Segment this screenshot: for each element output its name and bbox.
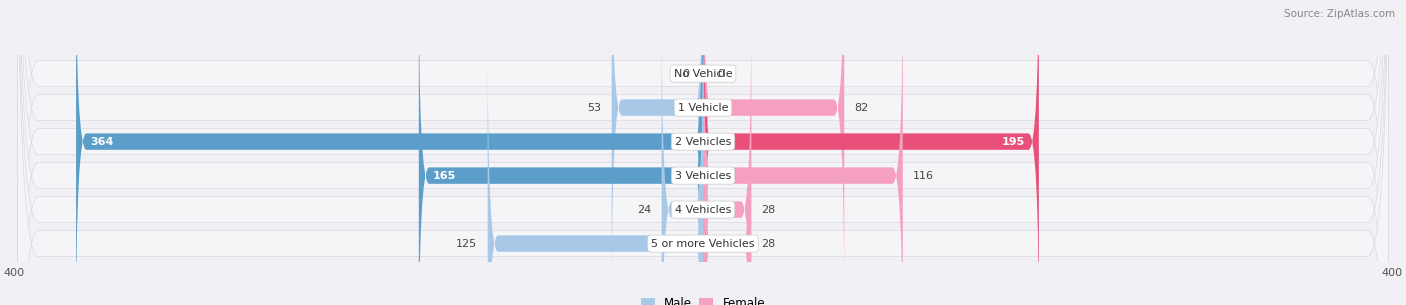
Text: 364: 364: [90, 137, 114, 147]
Text: 2 Vehicles: 2 Vehicles: [675, 137, 731, 147]
FancyBboxPatch shape: [17, 0, 1389, 305]
Text: 53: 53: [588, 102, 602, 113]
FancyBboxPatch shape: [703, 0, 1039, 305]
Text: 195: 195: [1002, 137, 1025, 147]
FancyBboxPatch shape: [17, 0, 1389, 305]
Text: 28: 28: [762, 205, 776, 215]
Text: No Vehicle: No Vehicle: [673, 69, 733, 79]
FancyBboxPatch shape: [703, 0, 844, 303]
FancyBboxPatch shape: [17, 0, 1389, 305]
FancyBboxPatch shape: [17, 0, 1389, 305]
Text: 125: 125: [457, 239, 478, 249]
Legend: Male, Female: Male, Female: [636, 292, 770, 305]
FancyBboxPatch shape: [488, 48, 703, 305]
FancyBboxPatch shape: [703, 0, 903, 305]
Text: 4 Vehicles: 4 Vehicles: [675, 205, 731, 215]
Text: 0: 0: [717, 69, 724, 79]
Text: 116: 116: [912, 170, 934, 181]
Text: 82: 82: [855, 102, 869, 113]
FancyBboxPatch shape: [17, 0, 1389, 305]
FancyBboxPatch shape: [703, 14, 751, 305]
FancyBboxPatch shape: [703, 48, 751, 305]
Text: Source: ZipAtlas.com: Source: ZipAtlas.com: [1284, 9, 1395, 19]
FancyBboxPatch shape: [419, 0, 703, 305]
FancyBboxPatch shape: [17, 0, 1389, 305]
Text: 0: 0: [682, 69, 689, 79]
Text: 24: 24: [637, 205, 651, 215]
Text: 5 or more Vehicles: 5 or more Vehicles: [651, 239, 755, 249]
Text: 1 Vehicle: 1 Vehicle: [678, 102, 728, 113]
FancyBboxPatch shape: [612, 0, 703, 303]
FancyBboxPatch shape: [662, 14, 703, 305]
Text: 3 Vehicles: 3 Vehicles: [675, 170, 731, 181]
Text: 165: 165: [433, 170, 456, 181]
FancyBboxPatch shape: [76, 0, 703, 305]
Text: 28: 28: [762, 239, 776, 249]
